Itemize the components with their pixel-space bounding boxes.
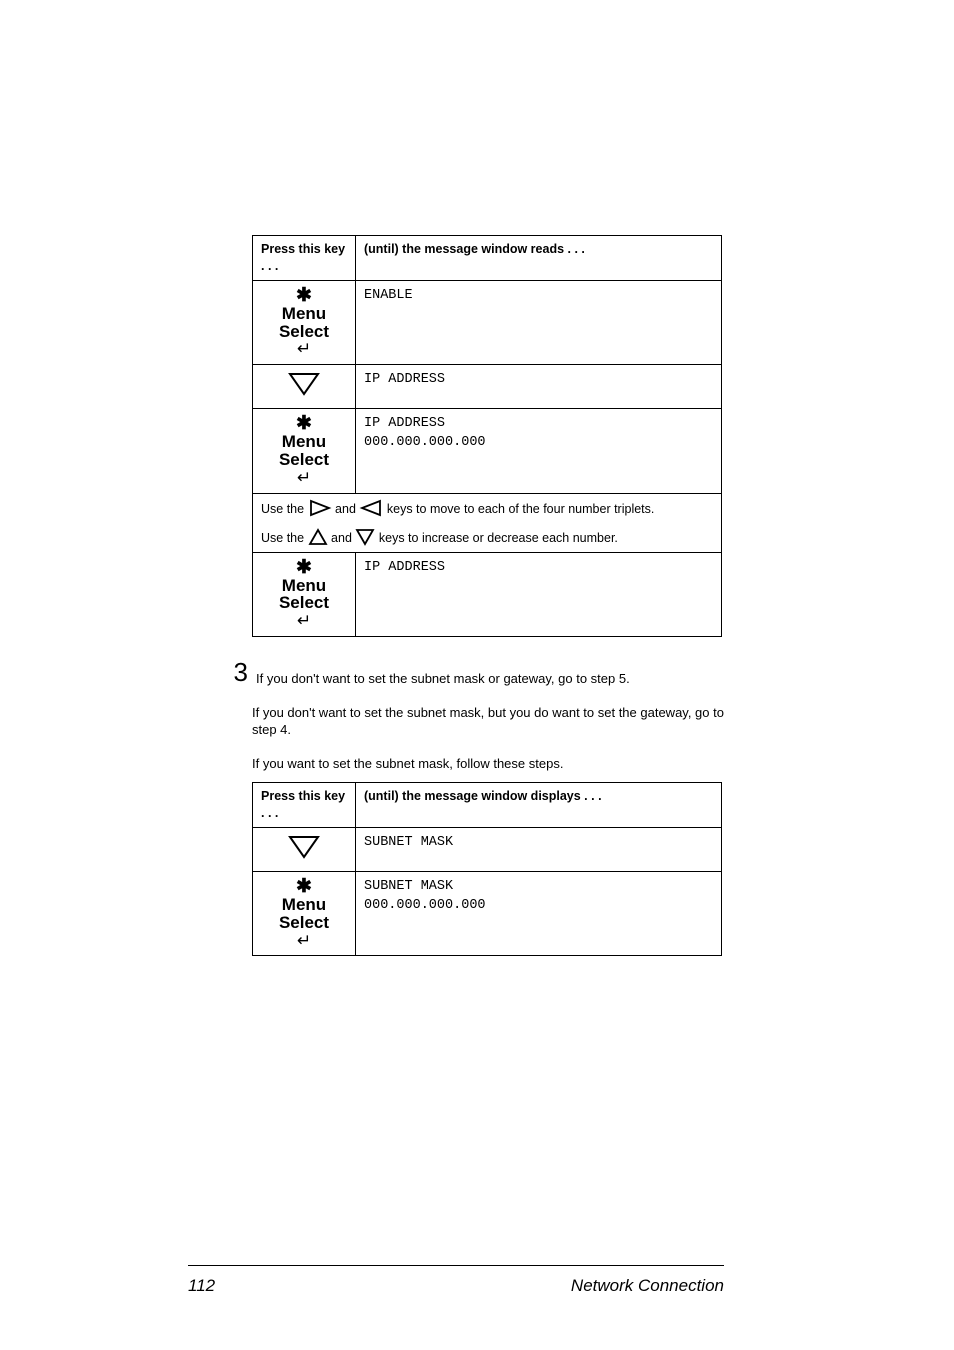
menu-select-key-icon: ✱ Menu Select ↵ (279, 286, 329, 358)
spanrow-text: keys to increase or decrease each number… (379, 531, 618, 545)
step-number: 3 (204, 659, 256, 685)
footer-rule (188, 1265, 724, 1266)
table2-row1-msg: SUBNET MASK 000.000.000.000 (356, 871, 722, 956)
page: Press this key . . . (until) the message… (0, 0, 954, 1350)
page-number: 112 (188, 1276, 215, 1296)
table1-row0-key: ✱ Menu Select ↵ (253, 280, 356, 365)
table1-row0-msg: ENABLE (356, 280, 722, 365)
down-triangle-icon (355, 528, 375, 546)
table1-header-msg: (until) the message window reads . . . (356, 236, 722, 281)
step-3: 3 If you don't want to set the subnet ma… (204, 659, 724, 688)
spanrow-text: and (335, 502, 359, 516)
table1-row3-msg: IP ADDRESS (356, 552, 722, 637)
table1-row1-key (253, 365, 356, 409)
table1-row2-msg: IP ADDRESS 000.000.000.000 (356, 409, 722, 494)
table2-header-key: Press this key . . . (253, 783, 356, 828)
table1-row3-key: ✱ Menu Select ↵ (253, 552, 356, 637)
spanrow-text: and (331, 531, 355, 545)
left-triangle-icon (359, 499, 383, 517)
table2-row0-msg: SUBNET MASK (356, 828, 722, 872)
instruction-table-1: Press this key . . . (until) the message… (252, 235, 722, 637)
down-triangle-icon (286, 370, 322, 401)
spanrow-text: Use the (261, 531, 308, 545)
table1-row2-key: ✱ Menu Select ↵ (253, 409, 356, 494)
paragraph: If you don't want to set the subnet mask… (252, 704, 724, 739)
table1-header-key: Press this key . . . (253, 236, 356, 281)
table2-header-msg: (until) the message window displays . . … (356, 783, 722, 828)
instruction-table-2: Press this key . . . (until) the message… (252, 782, 722, 956)
table1-spanrow: Use the and keys to move to each of the … (253, 493, 722, 552)
menu-select-key-icon: ✱ Menu Select ↵ (279, 414, 329, 486)
menu-select-key-icon: ✱ Menu Select ↵ (279, 558, 329, 630)
paragraph: If you want to set the subnet mask, foll… (252, 755, 724, 773)
menu-select-key-icon: ✱ Menu Select ↵ (279, 877, 329, 949)
step-text: If you don't want to set the subnet mask… (256, 659, 724, 688)
spanrow-text: keys to move to each of the four number … (387, 502, 655, 516)
down-triangle-icon (286, 833, 322, 864)
up-triangle-icon (308, 528, 328, 546)
section-title: Network Connection (571, 1276, 724, 1296)
table1-row1-msg: IP ADDRESS (356, 365, 722, 409)
table2-row0-key (253, 828, 356, 872)
right-triangle-icon (308, 499, 332, 517)
spanrow-text: Use the (261, 502, 308, 516)
table2-row1-key: ✱ Menu Select ↵ (253, 871, 356, 956)
